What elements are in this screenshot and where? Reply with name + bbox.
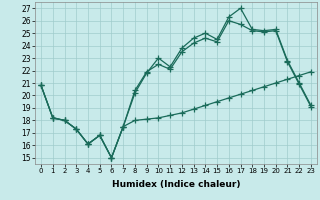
X-axis label: Humidex (Indice chaleur): Humidex (Indice chaleur) bbox=[112, 180, 240, 189]
